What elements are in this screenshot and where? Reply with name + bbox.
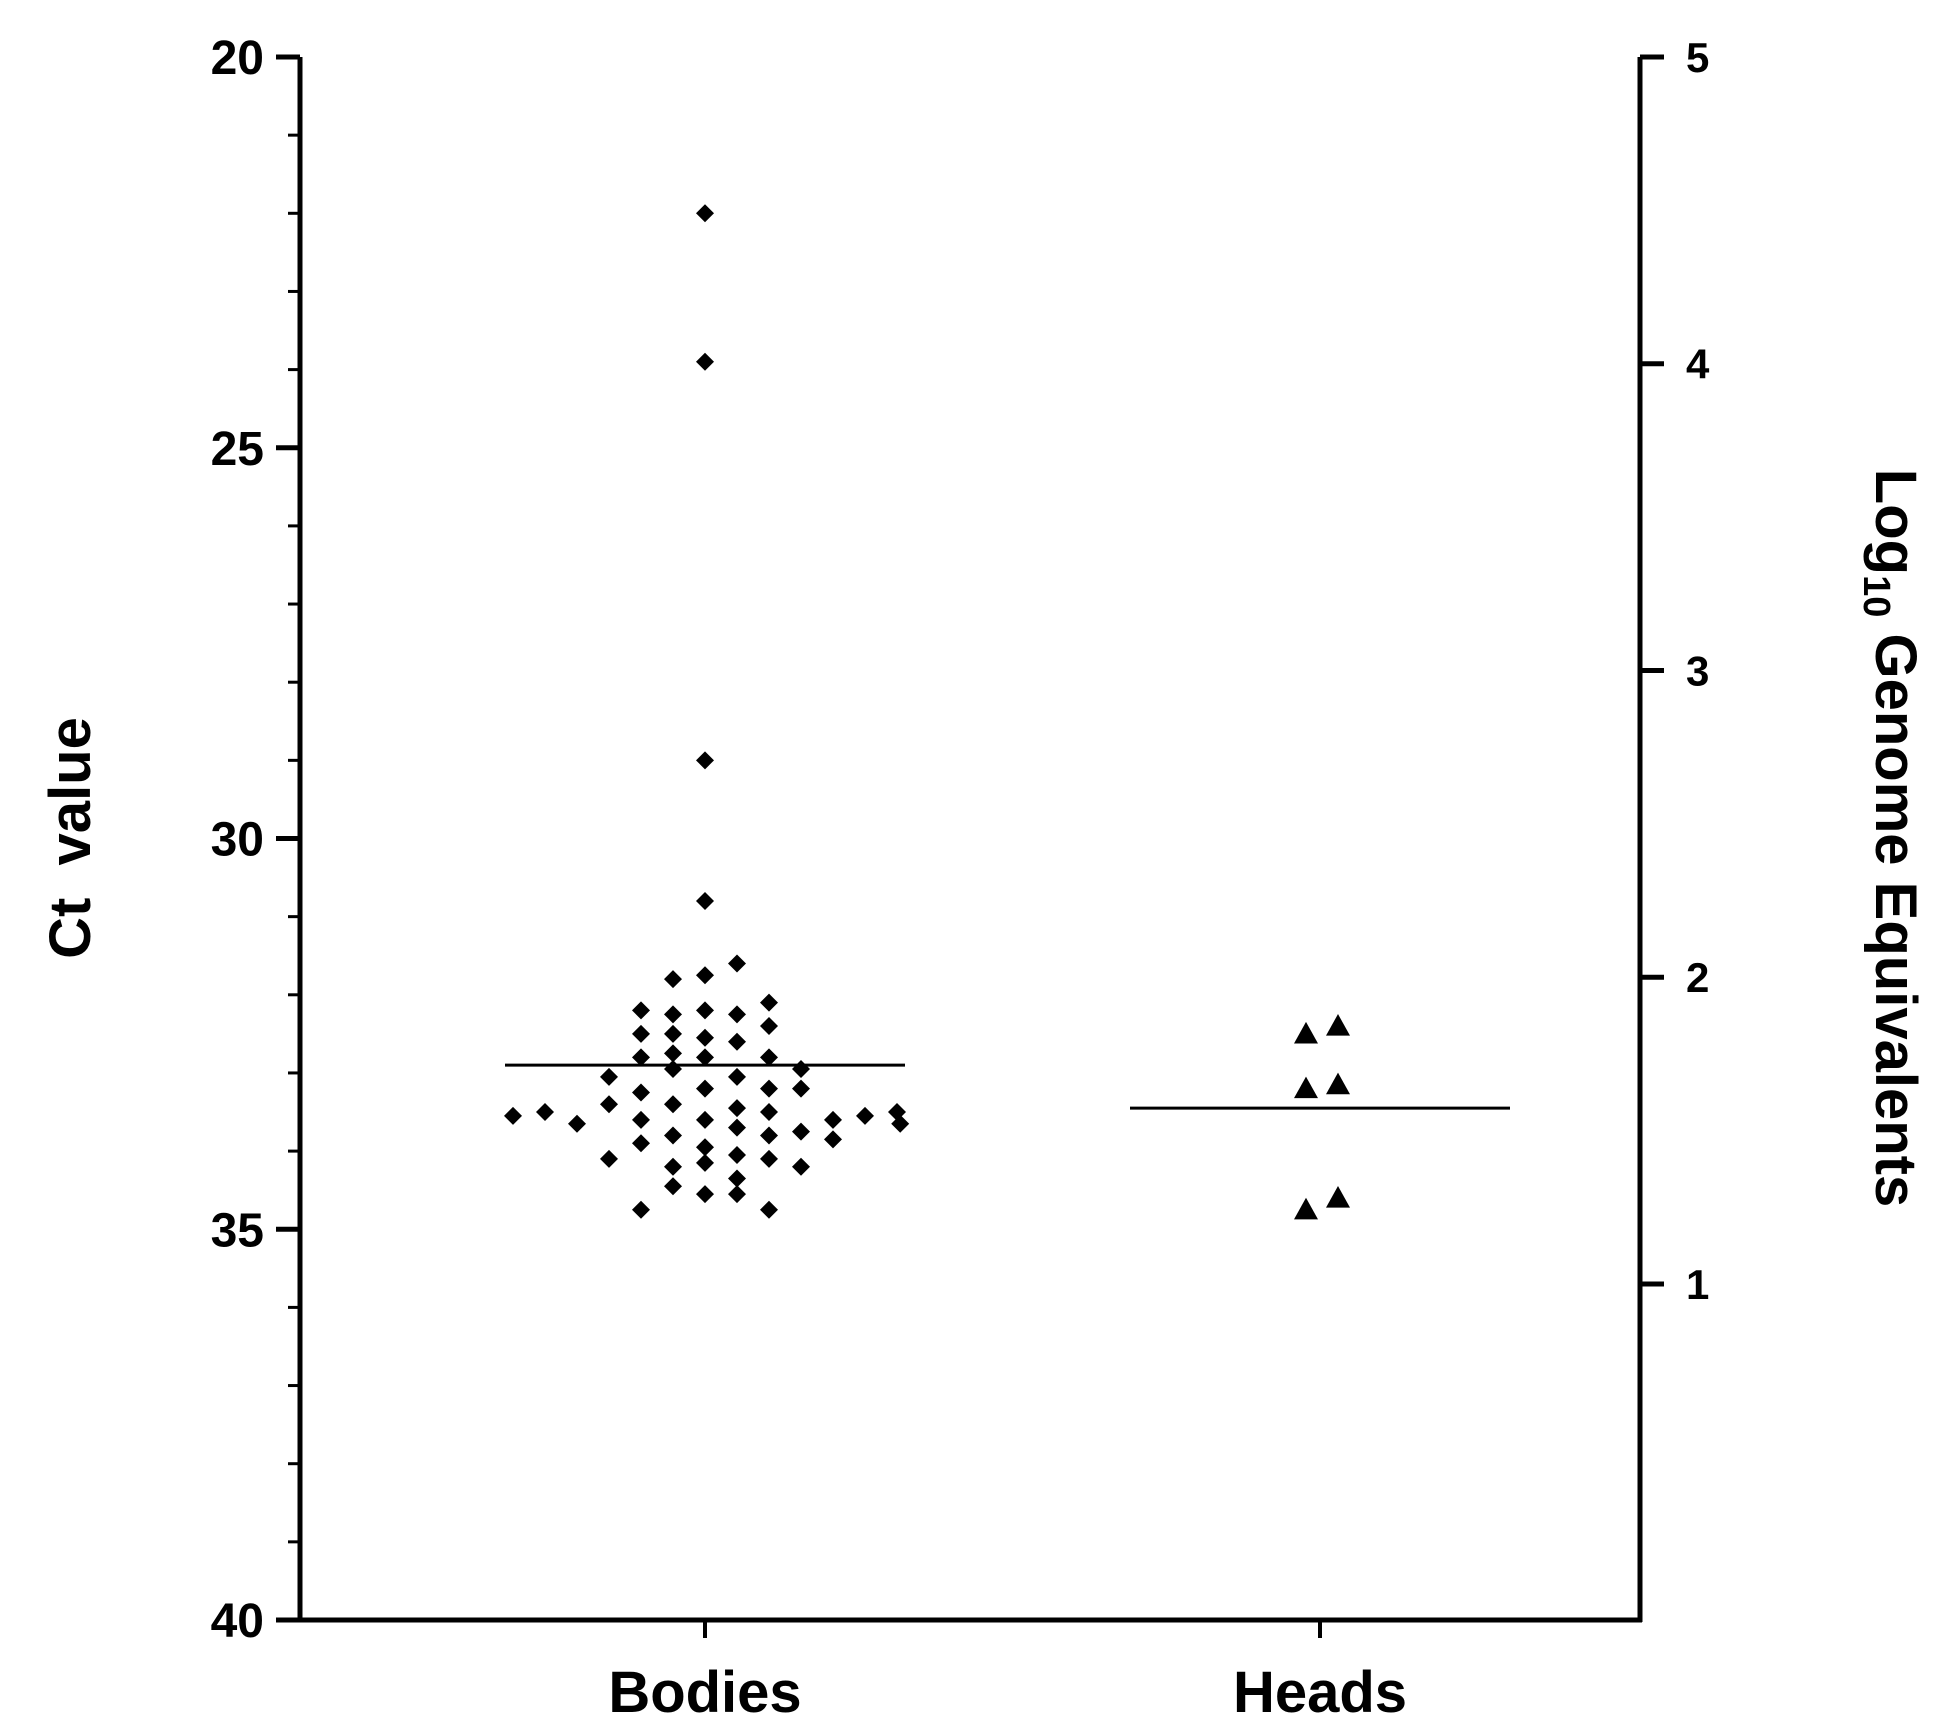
bodies-point bbox=[728, 954, 746, 973]
right-axis-title-subscript: 10 bbox=[1855, 575, 1897, 617]
bodies-point bbox=[600, 1095, 618, 1114]
bodies-point bbox=[664, 1044, 682, 1063]
bodies-point bbox=[696, 1079, 714, 1098]
bodies-point bbox=[664, 1126, 682, 1145]
heads-point bbox=[1294, 1021, 1318, 1044]
bodies-point bbox=[664, 1157, 682, 1176]
bodies-point bbox=[792, 1060, 810, 1079]
bodies-point bbox=[696, 966, 714, 985]
bodies-point bbox=[696, 1110, 714, 1129]
bodies-point bbox=[824, 1130, 842, 1149]
heads-point bbox=[1326, 1185, 1350, 1208]
bodies-point bbox=[664, 1177, 682, 1196]
left-y-axis-title: Ct value bbox=[38, 717, 103, 959]
bodies-point bbox=[568, 1114, 586, 1133]
bodies-point bbox=[856, 1106, 874, 1125]
bodies-point bbox=[664, 1024, 682, 1043]
left-tick-label: 40 bbox=[211, 1595, 264, 1648]
bodies-point bbox=[600, 1149, 618, 1168]
bodies-point bbox=[760, 1079, 778, 1098]
bodies-point bbox=[728, 1169, 746, 1188]
bodies-point bbox=[696, 352, 714, 371]
right-axis-title-log: Log bbox=[1863, 469, 1928, 575]
left-tick-label: 30 bbox=[211, 814, 264, 867]
right-tick-label: 4 bbox=[1686, 341, 1710, 388]
bodies-point bbox=[600, 1067, 618, 1086]
x-ticks: Bodies Heads bbox=[608, 1620, 1407, 1725]
x-category-label: Bodies bbox=[608, 1660, 801, 1725]
bodies-point bbox=[632, 1083, 650, 1102]
bodies-point bbox=[728, 1067, 746, 1086]
bodies-point bbox=[760, 1103, 778, 1122]
right-y-axis-title: Log10 Genome Equivalents bbox=[1855, 469, 1928, 1207]
bodies-point bbox=[728, 1005, 746, 1024]
right-tick-label: 2 bbox=[1686, 954, 1709, 1001]
bodies-point bbox=[664, 1095, 682, 1114]
heads-point bbox=[1294, 1076, 1318, 1099]
bodies-point bbox=[632, 1110, 650, 1129]
heads-point bbox=[1294, 1197, 1318, 1220]
heads-point bbox=[1326, 1014, 1350, 1036]
bodies-point bbox=[824, 1110, 842, 1129]
bodies-point bbox=[632, 1024, 650, 1043]
bodies-point bbox=[760, 1017, 778, 1036]
bodies-point bbox=[760, 1149, 778, 1168]
bodies-point bbox=[696, 204, 714, 223]
right-tick-label: 1 bbox=[1686, 1261, 1709, 1308]
bodies-point bbox=[664, 1060, 682, 1079]
left-y-ticks: 20 25 30 35 40 bbox=[211, 32, 300, 1648]
bodies-point bbox=[632, 1048, 650, 1067]
bodies-point bbox=[728, 1118, 746, 1137]
bodies-point bbox=[696, 1138, 714, 1157]
bodies-point bbox=[792, 1157, 810, 1176]
bodies-point bbox=[696, 1001, 714, 1020]
left-tick-label: 25 bbox=[211, 423, 264, 476]
bodies-point bbox=[696, 892, 714, 911]
bodies-point bbox=[632, 1200, 650, 1219]
bodies-point bbox=[696, 1153, 714, 1172]
bodies-point bbox=[632, 1134, 650, 1153]
bodies-point bbox=[760, 1200, 778, 1219]
bodies-point bbox=[792, 1122, 810, 1141]
bodies-point bbox=[728, 1185, 746, 1204]
bodies-point bbox=[696, 751, 714, 770]
bodies-point bbox=[760, 1126, 778, 1145]
bodies-point bbox=[760, 1048, 778, 1067]
right-tick-label: 5 bbox=[1686, 34, 1709, 81]
bodies-point bbox=[664, 970, 682, 989]
bodies-point bbox=[696, 1048, 714, 1067]
heads-point bbox=[1326, 1072, 1350, 1095]
bodies-point bbox=[891, 1114, 910, 1133]
right-axis-title-rest: Genome Equivalents bbox=[1863, 617, 1928, 1207]
bodies-point bbox=[728, 1032, 746, 1051]
bodies-point bbox=[536, 1103, 554, 1122]
data-points bbox=[504, 204, 1350, 1220]
right-y-ticks: 1 2 3 4 5 bbox=[1640, 34, 1710, 1308]
right-tick-label: 3 bbox=[1686, 647, 1709, 694]
bodies-point bbox=[728, 1099, 746, 1118]
median-lines bbox=[505, 1063, 1510, 1110]
left-tick-label: 20 bbox=[211, 32, 264, 85]
bodies-point bbox=[664, 1005, 682, 1024]
bodies-point bbox=[696, 1028, 714, 1047]
bodies-point bbox=[728, 1146, 746, 1165]
bodies-point bbox=[696, 1185, 714, 1204]
left-tick-label: 35 bbox=[211, 1204, 264, 1257]
bodies-point bbox=[632, 1001, 650, 1020]
bodies-point bbox=[760, 993, 778, 1012]
bodies-point bbox=[504, 1106, 522, 1125]
bodies-point bbox=[792, 1079, 810, 1098]
x-category-label: Heads bbox=[1233, 1660, 1407, 1725]
